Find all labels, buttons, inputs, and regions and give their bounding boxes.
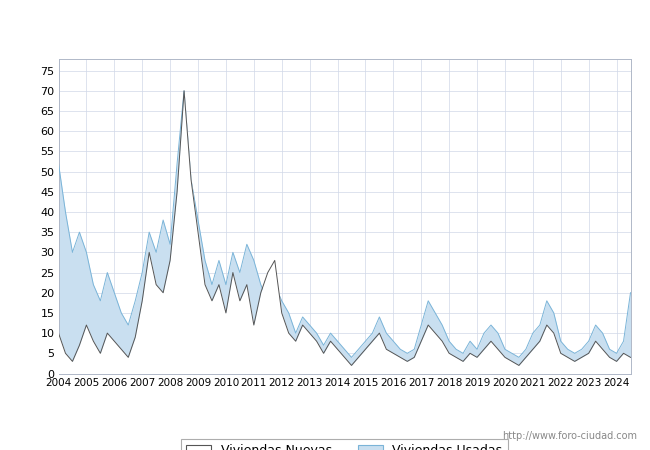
- Legend: Viviendas Nuevas, Viviendas Usadas: Viviendas Nuevas, Viviendas Usadas: [181, 439, 508, 450]
- Text: Almagro - Evolucion del Nº de Transacciones Inmobiliarias: Almagro - Evolucion del Nº de Transaccio…: [112, 17, 538, 32]
- Text: http://www.foro-ciudad.com: http://www.foro-ciudad.com: [502, 431, 637, 441]
